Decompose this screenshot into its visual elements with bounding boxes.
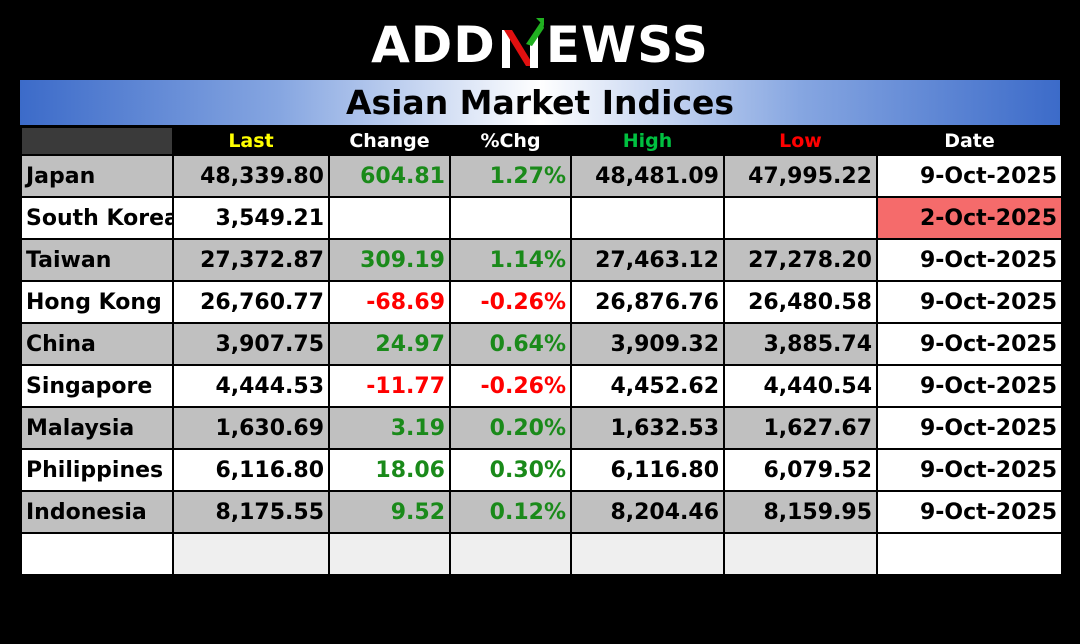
cell-date: 9-Oct-2025 <box>876 322 1063 366</box>
cell-change: 9.52 <box>328 490 451 534</box>
header-low: Low <box>723 126 878 155</box>
table-row: Indonesia 8,175.55 9.52 0.12% 8,204.46 8,159.… <box>20 490 1063 534</box>
table-row: Singapore 4,444.53 -11.77 -0.26% 4,452.62 4,4… <box>20 364 1063 408</box>
cell-pct <box>449 196 572 240</box>
cell-high: 1,632.53 <box>570 406 725 450</box>
cell-low <box>723 196 878 240</box>
cell-market: Singapore <box>20 364 174 408</box>
table-row: Malaysia 1,630.69 3.19 0.20% 1,632.53 1,627.6… <box>20 406 1063 450</box>
cell-market: Malaysia <box>20 406 174 450</box>
table-row: Taiwan 27,372.87 309.19 1.14% 27,463.12 27,27… <box>20 238 1063 282</box>
cell-date: 9-Oct-2025 <box>876 448 1063 492</box>
cell-low: 3,885.74 <box>723 322 878 366</box>
cell-pct: 0.12% <box>449 490 572 534</box>
header-last: Last <box>172 126 330 155</box>
cell-high: 6,116.80 <box>570 448 725 492</box>
header-high: High <box>570 126 725 155</box>
cell-market: Hong Kong <box>20 280 174 324</box>
cell-last: 1,630.69 <box>172 406 330 450</box>
cell-date: 9-Oct-2025 <box>876 364 1063 408</box>
cell-low: 47,995.22 <box>723 154 878 198</box>
cell-change: 604.81 <box>328 154 451 198</box>
header-row: Last Change %Chg High Low Date <box>20 126 1063 155</box>
cell-date: 9-Oct-2025 <box>876 406 1063 450</box>
cell-change: 18.06 <box>328 448 451 492</box>
empty-cell-date <box>876 532 1063 576</box>
page-title: Asian Market Indices <box>345 83 735 122</box>
cell-high: 3,909.32 <box>570 322 725 366</box>
header-change: Change <box>328 126 451 155</box>
header-date: Date <box>876 126 1063 155</box>
cell-change: -68.69 <box>328 280 451 324</box>
cell-last: 6,116.80 <box>172 448 330 492</box>
cell-market: Taiwan <box>20 238 174 282</box>
cell-high: 27,463.12 <box>570 238 725 282</box>
cell-low: 27,278.20 <box>723 238 878 282</box>
cell-last: 27,372.87 <box>172 238 330 282</box>
cell-pct: 1.14% <box>449 238 572 282</box>
title-bar: Asian Market Indices <box>20 80 1060 125</box>
table-row: South Korea 3,549.21 2-Oct-2025 <box>20 196 1063 240</box>
logo-text-right: EWSS <box>545 16 709 74</box>
cell-last: 3,549.21 <box>172 196 330 240</box>
cell-market: Philippines <box>20 448 174 492</box>
cell-low: 8,159.95 <box>723 490 878 534</box>
table-row: Philippines 6,116.80 18.06 0.30% 6,116.80 6,0… <box>20 448 1063 492</box>
empty-row <box>20 532 1063 576</box>
table-row: China 3,907.75 24.97 0.64% 3,909.32 3,885.74 9… <box>20 322 1063 366</box>
cell-last: 26,760.77 <box>172 280 330 324</box>
cell-last: 3,907.75 <box>172 322 330 366</box>
table-row: Japan 48,339.80 604.81 1.27% 48,481.09 47,995… <box>20 154 1063 198</box>
cell-market: Indonesia <box>20 490 174 534</box>
cell-change: 309.19 <box>328 238 451 282</box>
empty-cell-low <box>723 532 878 576</box>
logo-text-left: ADD <box>371 16 496 74</box>
cell-low: 4,440.54 <box>723 364 878 408</box>
logo-n-mark <box>498 16 544 74</box>
cell-pct: -0.26% <box>449 364 572 408</box>
cell-pct: -0.26% <box>449 280 572 324</box>
cell-market: South Korea <box>20 196 174 240</box>
empty-cell-change <box>328 532 451 576</box>
cell-low: 1,627.67 <box>723 406 878 450</box>
empty-cell-pct <box>449 532 572 576</box>
cell-date: 9-Oct-2025 <box>876 238 1063 282</box>
cell-high <box>570 196 725 240</box>
market-table: Last Change %Chg High Low Date Japan 48,3… <box>20 126 1063 576</box>
cell-date: 2-Oct-2025 <box>876 196 1063 240</box>
empty-cell-market <box>20 532 174 576</box>
cell-change: 24.97 <box>328 322 451 366</box>
header-market <box>20 126 174 155</box>
cell-last: 4,444.53 <box>172 364 330 408</box>
cell-low: 6,079.52 <box>723 448 878 492</box>
cell-market: Japan <box>20 154 174 198</box>
cell-pct: 1.27% <box>449 154 572 198</box>
cell-last: 8,175.55 <box>172 490 330 534</box>
cell-pct: 0.30% <box>449 448 572 492</box>
cell-pct: 0.64% <box>449 322 572 366</box>
brand-logo: ADD EWSS <box>0 14 1080 76</box>
cell-change <box>328 196 451 240</box>
cell-high: 8,204.46 <box>570 490 725 534</box>
empty-cell-last <box>172 532 330 576</box>
cell-date: 9-Oct-2025 <box>876 154 1063 198</box>
cell-high: 4,452.62 <box>570 364 725 408</box>
cell-last: 48,339.80 <box>172 154 330 198</box>
table-row: Hong Kong 26,760.77 -68.69 -0.26% 26,876.76 2… <box>20 280 1063 324</box>
cell-date: 9-Oct-2025 <box>876 490 1063 534</box>
cell-high: 48,481.09 <box>570 154 725 198</box>
cell-change: -11.77 <box>328 364 451 408</box>
cell-low: 26,480.58 <box>723 280 878 324</box>
cell-pct: 0.20% <box>449 406 572 450</box>
cell-change: 3.19 <box>328 406 451 450</box>
empty-cell-high <box>570 532 725 576</box>
cell-market: China <box>20 322 174 366</box>
cell-high: 26,876.76 <box>570 280 725 324</box>
header-pct: %Chg <box>449 126 572 155</box>
cell-date: 9-Oct-2025 <box>876 280 1063 324</box>
